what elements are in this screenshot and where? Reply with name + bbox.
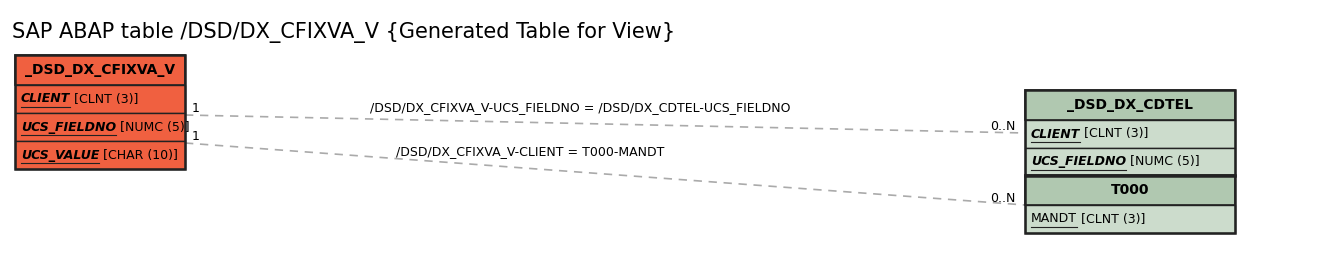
Text: UCS_FIELDNO: UCS_FIELDNO [22,121,116,134]
Text: _DSD_DX_CDTEL: _DSD_DX_CDTEL [1067,98,1193,112]
Bar [1025,120,1235,148]
Text: /DSD/DX_CFIXVA_V-CLIENT = T000-MANDT: /DSD/DX_CFIXVA_V-CLIENT = T000-MANDT [396,146,664,159]
Bar [1025,175,1235,233]
Text: 1: 1 [192,102,200,115]
Text: SAP ABAP table /DSD/DX_CFIXVA_V {Generated Table for View}: SAP ABAP table /DSD/DX_CFIXVA_V {Generat… [12,22,675,43]
Text: [NUMC (5)]: [NUMC (5)] [1126,156,1200,169]
Bar [1025,90,1235,176]
Bar [1025,175,1235,205]
Text: [CLNT (3)]: [CLNT (3)] [70,92,138,105]
Text: CLIENT: CLIENT [1031,127,1081,140]
Text: T000: T000 [1110,183,1149,197]
Bar [15,55,185,169]
Bar [15,113,185,141]
Text: 1: 1 [192,130,200,143]
Bar [15,55,185,85]
Text: [CHAR (10)]: [CHAR (10)] [99,149,179,162]
Bar [1025,90,1235,120]
Text: [CLNT (3)]: [CLNT (3)] [1077,212,1145,225]
Text: MANDT: MANDT [1031,212,1077,225]
Text: [CLNT (3)]: [CLNT (3)] [1081,127,1149,140]
Text: 0..N: 0..N [991,120,1015,133]
Text: [NUMC (5)]: [NUMC (5)] [116,121,190,134]
Bar [15,85,185,113]
Text: CLIENT: CLIENT [22,92,70,105]
Text: 0..N: 0..N [991,192,1015,205]
Bar [1025,148,1235,176]
Text: UCS_FIELDNO: UCS_FIELDNO [1031,156,1126,169]
Text: /DSD/DX_CFIXVA_V-UCS_FIELDNO = /DSD/DX_CDTEL-UCS_FIELDNO: /DSD/DX_CFIXVA_V-UCS_FIELDNO = /DSD/DX_C… [370,102,790,115]
Bar [15,141,185,169]
Bar [1025,205,1235,233]
Text: _DSD_DX_CFIXVA_V: _DSD_DX_CFIXVA_V [26,63,175,77]
Text: UCS_VALUE: UCS_VALUE [22,149,99,162]
